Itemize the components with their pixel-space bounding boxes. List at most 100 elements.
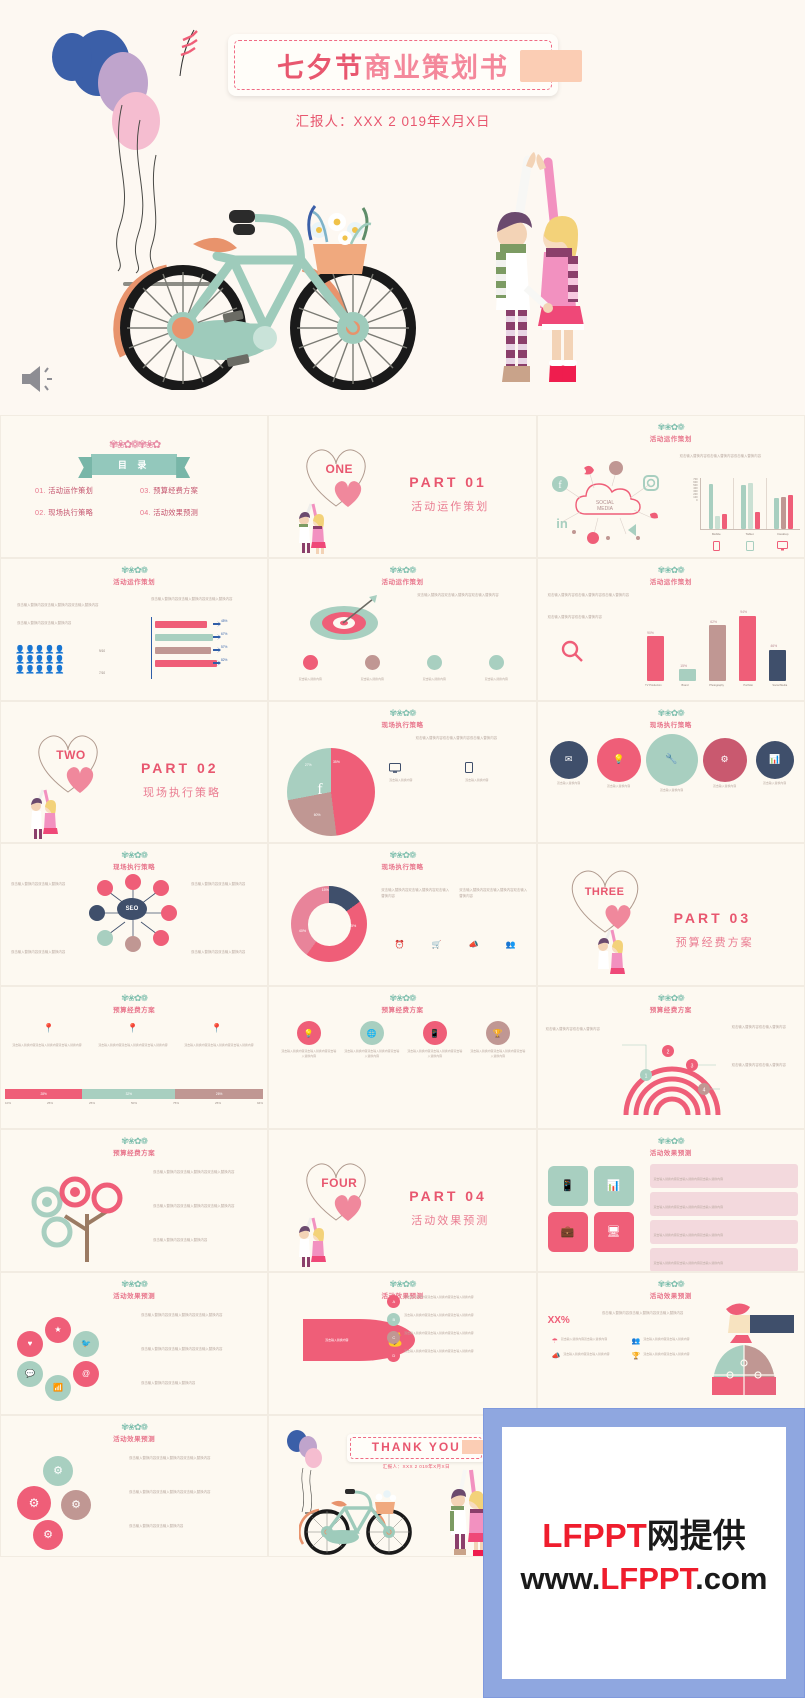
toc-item[interactable]: 03. 预算经费方案: [140, 486, 245, 496]
divider-word: TWO: [56, 747, 86, 762]
toc-item[interactable]: 02. 现场执行策略: [35, 508, 140, 518]
slide-header: ✾❀✿❁ 现场执行策略: [1, 851, 267, 872]
slide-hex-icons[interactable]: ✾❀✿❁ 活动效果预测 ★ 🐦 @ 📶 💬 ♥ 双击输入替换内容双击输入替换内容…: [0, 1271, 269, 1415]
thank-you-subtitle: 汇报人：XXX 2 019年X月X日: [382, 1463, 451, 1469]
list-item[interactable]: 🏆 双击输入替换内容双击输入替换内容: [632, 1352, 702, 1360]
icon-caption: 双击输入替换内容: [422, 676, 446, 681]
chat-icon[interactable]: 💬: [17, 1360, 43, 1387]
bubble-item[interactable]: ⚙ 双击输入替换内容: [702, 737, 748, 788]
donut-slice-label: 40%: [298, 928, 307, 933]
users-icon: 👥: [631, 1337, 641, 1345]
x-axis-label: Photography: [709, 683, 724, 687]
circle-item[interactable]: 💡 双击输入替换内容双击输入替换内容双击输入替换内容: [277, 1021, 340, 1058]
list-item[interactable]: A 双击输入替换内容双击输入替换内容双击输入替换内容: [387, 1294, 531, 1308]
bubble-item[interactable]: 🔧 双击输入替换内容: [645, 733, 698, 792]
slide-donut[interactable]: ✾❀✿❁ 现场执行策略 15% 45% 40% 双击输入替换内容双击输入替换内容…: [268, 843, 537, 987]
desktop-icon: [766, 538, 799, 556]
bird-icon[interactable]: 🐦: [73, 1330, 99, 1357]
rss-icon[interactable]: 📶: [45, 1374, 71, 1401]
slide-seo-hub[interactable]: ✾❀✿❁ 现场执行策略 SEO: [0, 843, 269, 987]
slide-divider-three[interactable]: THREE PART 03 预算经费方案: [536, 843, 805, 987]
bubble-item[interactable]: ✉ 双击输入替换内容: [546, 740, 592, 785]
slide-people-progress[interactable]: ✾❀✿❁ 活动运作策划 双击输入替换内容双击输入替换内容双击输入替换内容 双击输…: [0, 557, 269, 701]
phone-icon[interactable]: 📱: [547, 1165, 588, 1206]
toc-item[interactable]: 04. 活动效果预测: [140, 508, 245, 518]
body-placeholder: 双击输入替换内容双击输入替换内容双击输入替换内容: [129, 1455, 211, 1460]
list-item[interactable]: D 双击输入替换内容双击输入替换内容双击输入替换内容: [387, 1348, 531, 1362]
toc-item-number: 04.: [140, 508, 151, 517]
slide-radial-steps[interactable]: ✾❀✿❁ 预算经费方案 1 2 3 4: [536, 986, 805, 1129]
slide-gears[interactable]: ✾❀✿❁ 活动效果预测 ⚙ ⚙ ⚙ ⚙ 双击输入替换内容双击输入替换内容双击输入…: [0, 1414, 269, 1558]
icon-card[interactable]: 双击输入替换内容: [403, 654, 465, 681]
gear-icon[interactable]: ⚙: [61, 1489, 91, 1520]
monitor-icon[interactable]: 🖥: [593, 1211, 634, 1252]
slide-header: ✾❀✿❁ 活动运作策划: [1, 565, 267, 586]
circle-item[interactable]: 🌐 双击输入替换内容双击输入替换内容双击输入替换内容: [340, 1021, 403, 1058]
circle-item[interactable]: 🏆 双击输入替换内容双击输入替换内容双击输入替换内容: [466, 1021, 529, 1058]
slide-divider-one[interactable]: ONE PART 01 活动运作策划: [268, 415, 537, 558]
gear-icon[interactable]: ⚙: [43, 1455, 73, 1486]
list-item[interactable]: B 双击输入替换内容双击输入替换内容双击输入替换内容: [387, 1312, 531, 1326]
list-item[interactable]: C 双击输入替换内容双击输入替换内容双击输入替换内容: [387, 1330, 531, 1344]
bar-data-label: 57%: [221, 644, 228, 649]
list-item-text: 双击输入替换内容双击输入替换内容: [643, 1351, 690, 1356]
donut-slice-label: 15%: [321, 887, 329, 892]
slide-four-circles[interactable]: ✾❀✿❁ 预算经费方案 💡 双击输入替换内容双击输入替换内容双击输入替换内容 🌐…: [268, 986, 537, 1129]
list-item[interactable]: 📣 双击输入替换内容双击输入替换内容: [552, 1352, 622, 1360]
legend-item: 双击输入替换内容: [389, 760, 453, 782]
at-icon[interactable]: @: [73, 1360, 99, 1387]
tablet-icon: [733, 538, 766, 556]
segment-label: 28%: [5, 1089, 83, 1100]
icon-caption: 双击输入替换内容: [360, 676, 384, 681]
umbrella-icon: ☂: [551, 1337, 558, 1345]
briefcase-icon[interactable]: 💼: [547, 1211, 588, 1252]
slide-quad-tiles[interactable]: ✾❀✿❁ 活动效果预测 📱 📊 💼 🖥 双击输入替换内容双击输入替换内容双击输入…: [536, 1128, 805, 1272]
chart-icon[interactable]: 📊: [593, 1165, 634, 1206]
watermark-url-brand: LFPPT: [600, 1561, 696, 1596]
body-placeholder: 双击输入替换内容双击输入替换内容: [191, 882, 246, 887]
puzzle-illustration: [711, 1303, 794, 1395]
clock-icon: ⏰: [394, 940, 405, 950]
toc-item[interactable]: 01. 活动运作策划: [35, 486, 140, 496]
slide-title: 活动运作策划: [649, 436, 692, 443]
axis-tick: 75%: [173, 1101, 180, 1106]
balloon-strings-icon: [301, 1467, 313, 1514]
slide-percent-bars[interactable]: ✾❀✿❁ 活动运作策划 双击输入替换内容双击输入替换内容双击输入替换内容 双击输…: [536, 557, 805, 701]
circle-item[interactable]: 📱 双击输入替换内容双击输入替换内容双击输入替换内容: [403, 1021, 466, 1058]
slide-divider-four[interactable]: FOUR PART 04 活动效果预测: [268, 1128, 537, 1272]
slide-title: 活动效果预测: [113, 1435, 156, 1443]
slide-circle-bubbles[interactable]: ✾❀✿❁ 现场执行策略 ✉ 双击输入替换内容 💡 双击输入替换内容: [536, 700, 805, 844]
gear-icon[interactable]: ⚙: [17, 1485, 51, 1520]
bubble-item[interactable]: 💡 双击输入替换内容: [596, 737, 642, 788]
slide-puzzle[interactable]: ✾❀✿❁ 活动效果预测 XX% 双击输入替换内容双击输入替换内容双击输入替换内容…: [536, 1271, 805, 1415]
slide-divider-two[interactable]: TWO PART 02 现场执行策略: [0, 700, 269, 844]
chart-facebook-pie: f 60% 27% 35%: [287, 747, 376, 836]
speaker-icon[interactable]: [18, 363, 58, 395]
gear-icon[interactable]: ⚙: [33, 1519, 63, 1550]
axis-tick: 94%: [257, 1101, 264, 1106]
icon-card[interactable]: 双击输入替换内容: [465, 654, 527, 681]
star-icon[interactable]: ★: [45, 1316, 71, 1343]
slide-tree-rings[interactable]: ✾❀✿❁ 预算经费方案 双击输入替换内容双击输入替换内容双击输入替换内容 双击输…: [0, 1128, 269, 1272]
icon-card[interactable]: 双击输入替换内容: [279, 654, 341, 681]
list-item[interactable]: ☂ 双击输入替换内容双击输入替换内容: [552, 1337, 622, 1345]
slide-target-icons[interactable]: ✾❀✿❁ 活动运作策划 双击输入替换内容双击输入替换内容双击输入替换内容 双击输…: [268, 557, 537, 701]
divider-part-number: PART 01: [409, 474, 487, 490]
slide-toc[interactable]: ✾❀✿❁✾❀✿ 目 录 01. 活动运作策划 03. 预算经费方案 02.: [0, 415, 269, 558]
slide-facebook-pie[interactable]: ✾❀✿❁ 现场执行策略 双击输入替换内容双击输入替换内容双击输入替换内容 f 6…: [268, 700, 537, 844]
slide-title: 预算经费方案: [381, 1007, 424, 1015]
slide-title: 现场执行策略: [381, 864, 424, 872]
heart-icon[interactable]: ♥: [17, 1330, 43, 1357]
list-item[interactable]: 👥 双击输入替换内容双击输入替换内容: [632, 1337, 702, 1345]
slide-money-bag[interactable]: ✾❀✿❁ 活动效果预测 双击输入替换内容 💰 A 双击输入替换内容双击输入替换内…: [268, 1271, 537, 1415]
slide-stacked-percent[interactable]: ✾❀✿❁ 预算经费方案 📍 📍 📍 双击输入替换内容双击输入替换内容双击输入替换…: [0, 986, 269, 1129]
body-placeholder: 双击输入替换内容双击输入替换内容双击输入替换内容: [601, 1310, 684, 1315]
icon-card[interactable]: 双击输入替换内容: [341, 654, 403, 681]
body-placeholder: 双击输入替换内容双击输入替换内容双击输入替换内容: [459, 888, 528, 898]
bubble-item[interactable]: 📊 双击输入替换内容: [752, 740, 798, 785]
toc-item-number: 01.: [35, 486, 46, 495]
globe-icon: 🌐: [359, 1021, 384, 1046]
slide-social-devices[interactable]: ✾❀✿❁ 活动运作策划 SOCIAL MEDIA f: [536, 415, 805, 558]
list-item-text: 双击输入替换内容双击输入替换内容: [643, 1336, 690, 1341]
